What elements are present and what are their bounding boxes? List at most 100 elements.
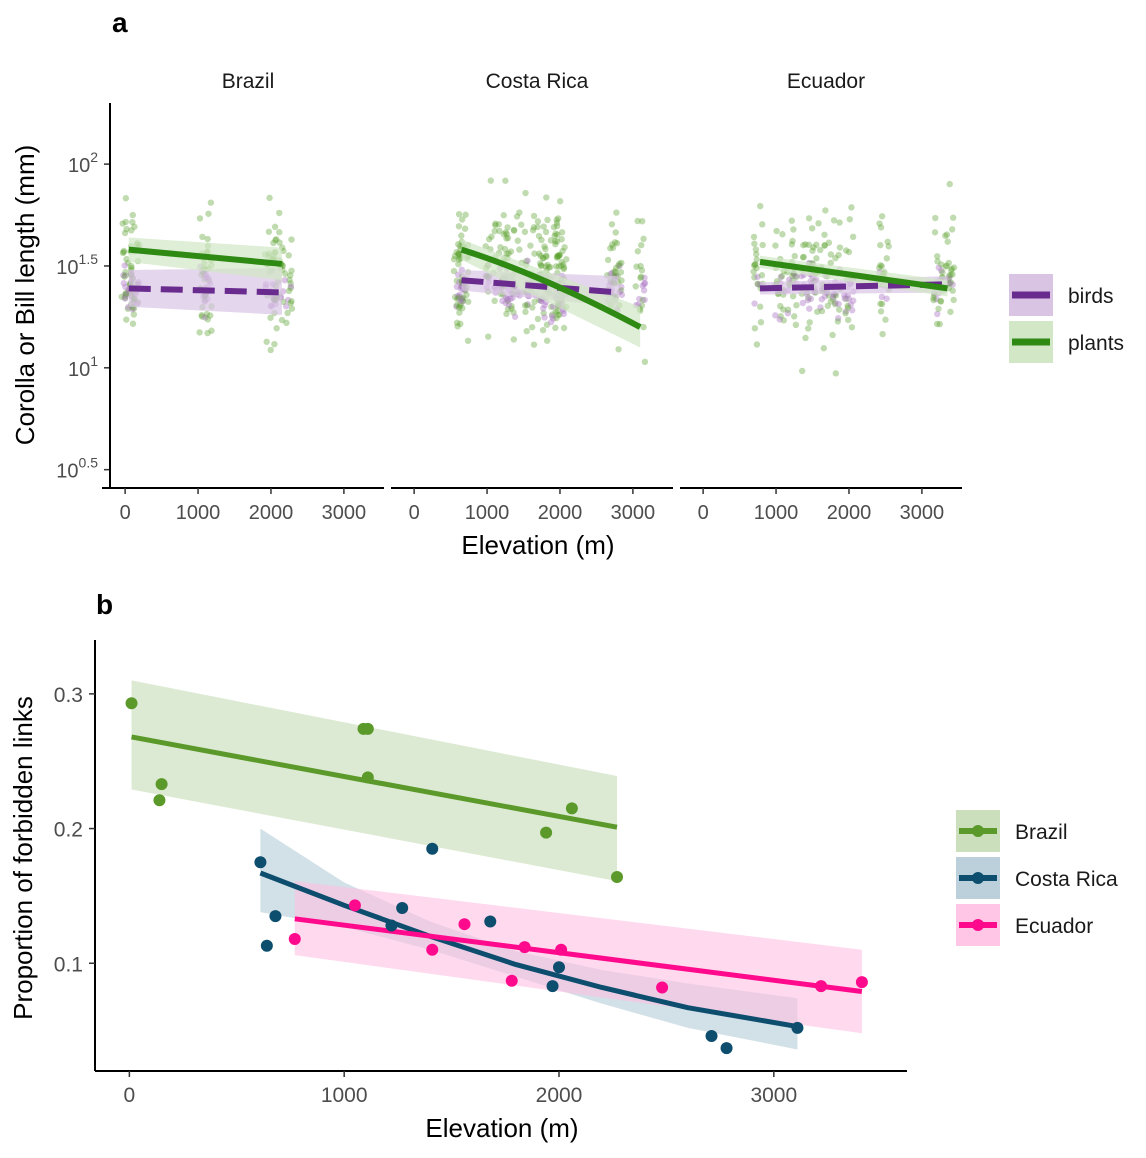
bird-observation-point: [122, 291, 129, 298]
plant-observation-point: [548, 303, 555, 311]
plant-observation-point: [829, 295, 837, 303]
plant-observation-point: [285, 287, 293, 295]
plant-observation-point: [271, 340, 278, 348]
plant-observation-point: [617, 287, 625, 294]
panel-a-legend: birds plants: [1009, 274, 1124, 363]
costa-rica-data-point: [254, 856, 267, 869]
plant-observation-point: [933, 320, 941, 328]
plant-observation-point: [637, 274, 644, 282]
bird-observation-point: [834, 315, 842, 322]
plant-observation-point: [540, 309, 547, 317]
plant-observation-point: [759, 241, 766, 249]
plant-observation-point: [777, 313, 784, 320]
facet-costa-rica: Costa Rica 0 1000 2000 3000: [391, 70, 673, 524]
plant-observation-point: [510, 227, 518, 234]
plant-observation-point: [937, 298, 945, 305]
bird-observation-point: [120, 279, 128, 287]
plant-observation-point: [550, 223, 558, 231]
bird-observation-point: [806, 305, 813, 312]
b-x-tick-label: 3000: [750, 1084, 797, 1107]
bird-observation-point: [120, 272, 127, 279]
plant-observation-point: [948, 226, 956, 233]
plant-observation-point: [946, 280, 953, 287]
plant-observation-point: [844, 304, 852, 311]
bird-observation-point: [641, 274, 648, 282]
facet-x-tick-label: 3000: [900, 502, 945, 524]
plant-observation-point: [558, 229, 566, 236]
plant-observation-point: [505, 250, 512, 257]
plant-observation-point: [461, 225, 469, 232]
plant-observation-point: [878, 263, 885, 270]
bird-observation-point: [457, 297, 464, 304]
plant-observation-point: [848, 324, 856, 331]
plant-observation-point: [531, 298, 538, 305]
a-y-tick-label: 102: [68, 149, 98, 177]
plant-observation-point: [527, 242, 534, 249]
plant-observation-point: [946, 180, 953, 188]
plant-observation-point: [523, 328, 530, 335]
plant-observation-point: [883, 255, 891, 262]
plant-observation-point: [806, 319, 813, 326]
plant-observation-point: [503, 235, 510, 242]
bird-observation-point: [547, 318, 555, 326]
bird-observation-point: [835, 300, 842, 308]
plant-observation-point: [510, 226, 518, 234]
plant-observation-point: [827, 259, 834, 267]
plant-observation-point: [931, 229, 939, 236]
plant-observation-point: [942, 232, 949, 239]
plant-observation-point: [122, 218, 129, 226]
plant-observation-point: [788, 241, 796, 248]
bird-observation-point: [933, 295, 940, 303]
plant-observation-point: [618, 277, 625, 284]
bird-observation-point: [541, 301, 548, 309]
plant-observation-point: [612, 229, 619, 236]
plant-observation-point: [758, 272, 766, 279]
plant-observation-point: [263, 338, 270, 345]
plant-observation-point: [120, 247, 128, 255]
plant-observation-point: [537, 252, 544, 260]
plant-observation-point: [453, 319, 461, 327]
b-x-tick-label: 0: [124, 1084, 136, 1107]
plants-fit-line: [128, 246, 283, 267]
plant-observation-point: [822, 207, 829, 214]
bird-observation-point: [456, 279, 463, 286]
plant-observation-point: [552, 324, 559, 332]
plant-observation-point: [543, 194, 550, 201]
birds-fit-line: [128, 285, 282, 296]
bird-observation-point: [938, 267, 945, 274]
plant-observation-point: [751, 274, 758, 281]
plant-observation-point: [528, 323, 536, 331]
bird-observation-point: [607, 270, 614, 278]
plant-observation-point: [814, 308, 821, 315]
plant-observation-point: [286, 272, 294, 279]
bird-observation-point: [845, 295, 853, 302]
plant-observation-point: [455, 250, 463, 257]
brazil-data-point: [540, 826, 553, 839]
plant-observation-point: [278, 316, 286, 324]
plant-observation-point: [560, 324, 568, 332]
costa-rica-data-point: [546, 980, 559, 993]
plant-observation-point: [543, 252, 550, 259]
plant-observation-point: [798, 367, 806, 375]
plant-observation-point: [119, 220, 126, 227]
plant-observation-point: [877, 262, 884, 269]
plant-observation-point: [947, 279, 955, 286]
plant-observation-point: [485, 333, 492, 340]
plant-observation-point: [945, 272, 953, 279]
plant-observation-point: [805, 241, 813, 249]
plant-observation-point: [516, 246, 523, 253]
plant-observation-point: [945, 259, 952, 267]
plant-observation-point: [127, 262, 135, 270]
bird-observation-point: [121, 295, 129, 302]
panel-a-label: a: [112, 7, 128, 38]
plant-observation-point: [535, 232, 543, 240]
plant-observation-point: [205, 210, 212, 217]
plant-observation-point: [458, 232, 465, 239]
plant-observation-point: [788, 217, 796, 224]
plant-observation-point: [504, 234, 512, 242]
plant-observation-point: [123, 255, 130, 263]
plant-observation-point: [121, 229, 129, 237]
plant-observation-point: [122, 269, 129, 276]
plant-observation-point: [492, 222, 499, 229]
bird-observation-point: [807, 295, 815, 303]
